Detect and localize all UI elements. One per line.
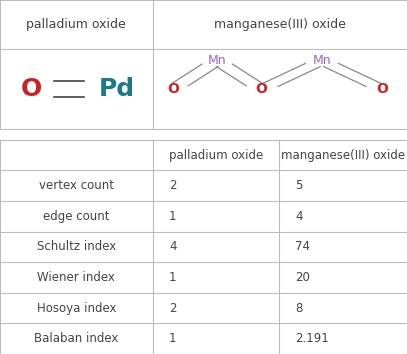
Text: Schultz index: Schultz index	[37, 240, 116, 253]
Text: O: O	[256, 82, 267, 96]
Text: 2.191: 2.191	[295, 332, 329, 345]
Text: O: O	[376, 82, 389, 96]
Text: 1: 1	[169, 271, 176, 284]
Text: 1: 1	[169, 332, 176, 345]
Text: manganese(III) oxide: manganese(III) oxide	[214, 18, 346, 31]
Text: 74: 74	[295, 240, 310, 253]
Text: 2: 2	[169, 179, 176, 192]
Text: Hosoya index: Hosoya index	[37, 302, 116, 315]
Text: 2: 2	[169, 302, 176, 315]
Text: palladium oxide: palladium oxide	[26, 18, 126, 31]
Text: 20: 20	[295, 271, 310, 284]
Text: 8: 8	[295, 302, 302, 315]
Text: O: O	[167, 82, 179, 96]
Text: edge count: edge count	[43, 210, 109, 223]
Text: Mn: Mn	[208, 54, 227, 67]
Text: 4: 4	[169, 240, 176, 253]
Text: O: O	[21, 77, 42, 101]
Text: Mn: Mn	[313, 54, 331, 67]
Text: Pd: Pd	[99, 77, 135, 101]
Text: Wiener index: Wiener index	[37, 271, 115, 284]
Text: 5: 5	[295, 179, 302, 192]
Text: vertex count: vertex count	[39, 179, 114, 192]
Text: Balaban index: Balaban index	[34, 332, 118, 345]
Text: manganese(III) oxide: manganese(III) oxide	[281, 149, 405, 162]
Text: palladium oxide: palladium oxide	[168, 149, 263, 162]
Text: 4: 4	[295, 210, 302, 223]
Text: 1: 1	[169, 210, 176, 223]
